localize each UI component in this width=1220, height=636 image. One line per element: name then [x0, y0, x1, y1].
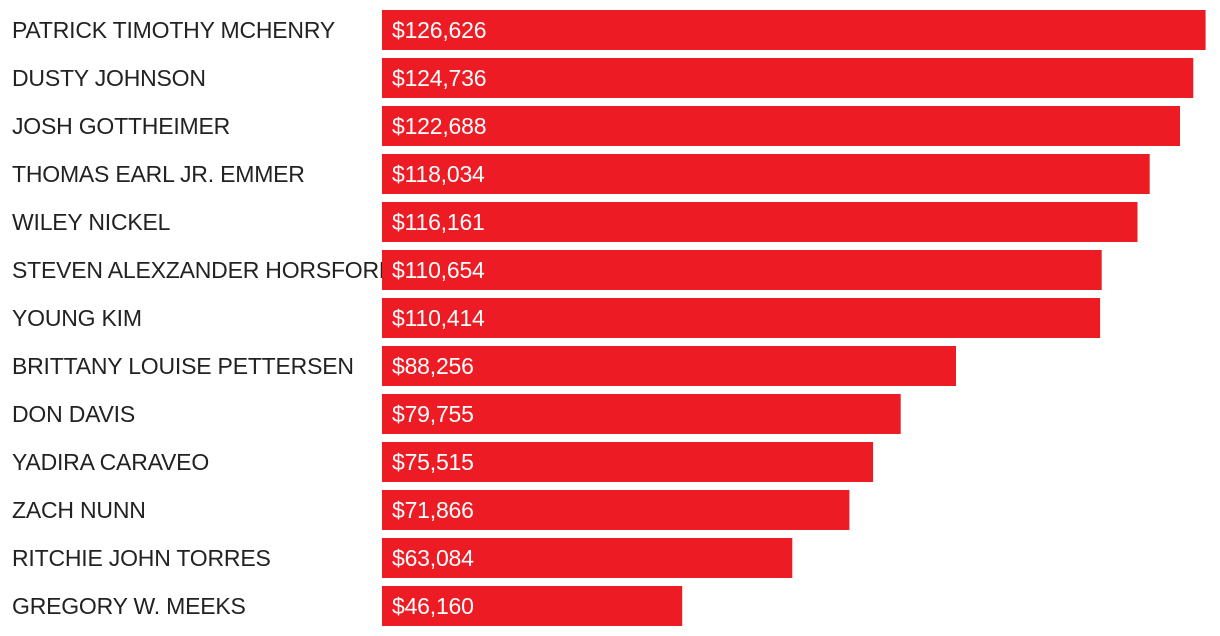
category-label: GREGORY W. MEEKS: [12, 593, 246, 619]
bar-row: THOMAS EARL JR. EMMER $118,034: [12, 154, 1150, 194]
bar: [382, 10, 1206, 50]
bar: [382, 442, 874, 482]
bar: [382, 490, 850, 530]
bar-row: GREGORY W. MEEKS $46,160: [12, 586, 683, 626]
bar: [382, 58, 1194, 98]
bar-row: BRITTANY LOUISE PETTERSEN $88,256: [12, 346, 956, 386]
category-label: PATRICK TIMOTHY MCHENRY: [12, 17, 335, 43]
bar-value-label: $110,414: [392, 305, 485, 331]
bar-value-label: $75,515: [392, 449, 474, 475]
bar-row: YADIRA CARAVEO $75,515: [12, 442, 874, 482]
bar: [382, 250, 1102, 290]
bar-row: JOSH GOTTHEIMER $122,688: [12, 106, 1180, 146]
category-label: DON DAVIS: [12, 401, 135, 427]
category-label: THOMAS EARL JR. EMMER: [12, 161, 305, 187]
bar-row: WILEY NICKEL $116,161: [12, 202, 1138, 242]
bar-row: DUSTY JOHNSON $124,736: [12, 58, 1194, 98]
bar: [382, 586, 683, 626]
bar-value-label: $63,084: [392, 545, 474, 571]
bar: [382, 298, 1101, 338]
bar: [382, 106, 1180, 146]
bar-row: ZACH NUNN $71,866: [12, 490, 850, 530]
bar-value-label: $88,256: [392, 353, 474, 379]
bar-row: PATRICK TIMOTHY MCHENRY $126,626: [12, 10, 1206, 50]
category-label: YADIRA CARAVEO: [12, 449, 209, 475]
bar-value-label: $126,626: [392, 17, 486, 43]
category-label: STEVEN ALEXZANDER HORSFORD: [12, 257, 395, 283]
category-label: JOSH GOTTHEIMER: [12, 113, 230, 139]
bar-value-label: $124,736: [392, 65, 486, 91]
category-label: ZACH NUNN: [12, 497, 146, 523]
bar-value-label: $116,161: [392, 209, 485, 235]
bar: [382, 346, 956, 386]
bar-value-label: $79,755: [392, 401, 474, 427]
bar-value-label: $71,866: [392, 497, 474, 523]
bar-row: YOUNG KIM $110,414: [12, 298, 1101, 338]
category-label: DUSTY JOHNSON: [12, 65, 206, 91]
bar-row: STEVEN ALEXZANDER HORSFORD$110,654: [12, 250, 1102, 290]
bar: [382, 154, 1150, 194]
bar: [382, 394, 901, 434]
category-label: RITCHIE JOHN TORRES: [12, 545, 271, 571]
bar-row: RITCHIE JOHN TORRES $63,084: [12, 538, 793, 578]
bar-row: DON DAVIS $79,755: [12, 394, 901, 434]
bar: [382, 538, 793, 578]
bar-value-label: $122,688: [392, 113, 486, 139]
bar-value-label: $118,034: [392, 161, 485, 187]
bar-value-label: $46,160: [392, 593, 474, 619]
category-label: WILEY NICKEL: [12, 209, 171, 235]
bar: [382, 202, 1138, 242]
category-label: BRITTANY LOUISE PETTERSEN: [12, 353, 354, 379]
category-label: YOUNG KIM: [12, 305, 142, 331]
bar-value-label: $110,654: [392, 257, 485, 283]
